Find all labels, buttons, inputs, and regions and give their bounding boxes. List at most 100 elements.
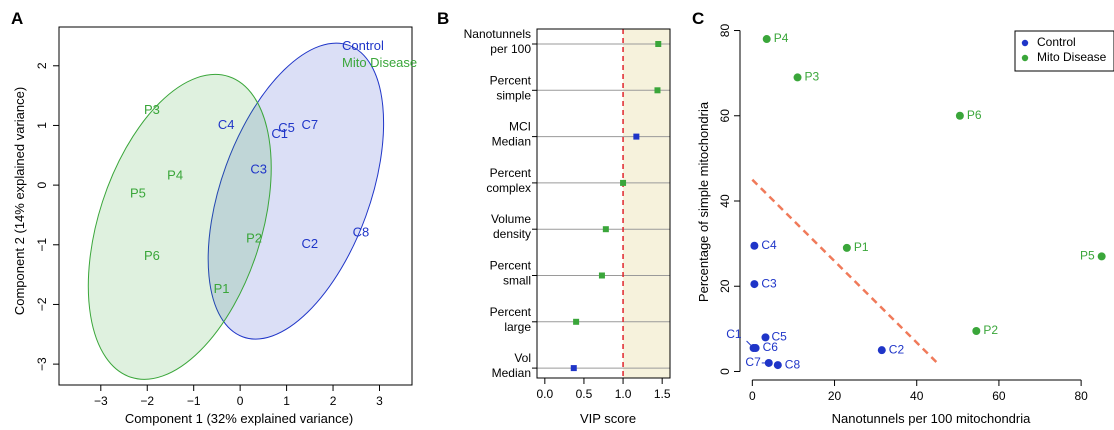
data-point-c6 — [751, 344, 760, 353]
point-label-c8: C8 — [785, 357, 801, 371]
vip-marker — [598, 272, 605, 279]
panel-b-xlabel: VIP score — [580, 411, 636, 426]
legend-marker — [1021, 39, 1029, 47]
category-label: Percent complex — [486, 166, 531, 195]
data-point-p3 — [793, 73, 802, 82]
point-label-c5: C5 — [771, 330, 787, 344]
y-tick-label: 40 — [718, 194, 732, 208]
point-label-p4: P4 — [774, 31, 789, 45]
y-tick-label: 80 — [718, 24, 732, 38]
y-tick-label: 2 — [35, 62, 49, 69]
point-label-c5: C5 — [278, 120, 295, 135]
vip-marker — [633, 133, 640, 140]
y-tick-label: 1 — [35, 122, 49, 129]
point-label-c2: C2 — [889, 342, 905, 356]
panel-c-xlabel: Nanotunnels per 100 mitochondria — [832, 411, 1032, 426]
leader-line — [746, 340, 752, 347]
y-tick-label: 60 — [718, 109, 732, 123]
panel-a-xlabel: Component 1 (32% explained variance) — [125, 411, 353, 426]
point-label-p3: P3 — [144, 102, 160, 117]
point-label-p5: P5 — [130, 186, 146, 201]
point-label-c7: C7 — [302, 117, 319, 132]
x-tick-label: 40 — [910, 389, 924, 403]
x-tick-label: 0.0 — [536, 387, 553, 401]
point-label-p1: P1 — [214, 281, 230, 296]
point-label-c8: C8 — [353, 224, 370, 239]
data-point-p4 — [762, 35, 771, 44]
y-tick-label: −3 — [35, 357, 49, 371]
x-tick-label: 1 — [283, 394, 290, 408]
point-label-p2: P2 — [246, 230, 262, 245]
category-label: Percent small — [490, 259, 532, 288]
legend-entry: Mito Disease — [1037, 50, 1107, 64]
data-point-p2 — [972, 326, 981, 335]
category-label: Percent large — [490, 305, 532, 334]
x-tick-label: 0 — [749, 389, 756, 403]
plot-frame — [58, 26, 413, 386]
panel-b-letter: B — [437, 9, 449, 28]
y-tick-label: −2 — [35, 297, 49, 311]
category-label: MCI Median — [492, 120, 531, 149]
y-tick-label: 0 — [718, 368, 732, 375]
plot-frame — [536, 28, 671, 379]
point-label-p6: P6 — [967, 108, 982, 122]
x-tick-label: 1.5 — [654, 387, 671, 401]
vip-marker — [654, 87, 661, 94]
panel-c-letter: C — [692, 9, 704, 28]
vip-marker — [570, 365, 577, 372]
x-tick-label: −3 — [94, 394, 108, 408]
legend-entry: Control — [342, 38, 384, 53]
legend-entry: Control — [1037, 35, 1076, 49]
data-point-p6 — [955, 111, 964, 120]
point-label-c3: C3 — [250, 162, 267, 177]
point-label-c1: C1 — [271, 126, 288, 141]
data-point-c8 — [773, 361, 782, 370]
data-point-p5 — [1097, 252, 1106, 261]
vip-marker — [573, 318, 580, 325]
x-tick-label: 60 — [992, 389, 1006, 403]
x-tick-label: 2 — [330, 394, 337, 408]
x-tick-label: 0.5 — [576, 387, 593, 401]
point-label-c2: C2 — [302, 236, 319, 251]
confidence-ellipse-mito — [87, 73, 272, 380]
point-label-p4: P4 — [167, 168, 183, 183]
y-tick-label: 0 — [35, 181, 49, 188]
x-tick-label: 20 — [828, 389, 842, 403]
category-label: Nanotunnels per 100 — [464, 27, 532, 56]
category-label: Percent simple — [490, 73, 532, 102]
x-tick-label: 1.0 — [615, 387, 632, 401]
point-label-p2: P2 — [983, 323, 998, 337]
panel-a-ylabel: Component 2 (14% explained variance) — [12, 87, 27, 315]
data-point-p1 — [842, 243, 851, 252]
x-tick-label: −2 — [140, 394, 154, 408]
data-point-c4 — [750, 241, 759, 250]
point-label-c6: C6 — [763, 340, 779, 354]
vip-marker — [602, 226, 609, 233]
data-point-c7 — [764, 358, 773, 367]
vip-marker — [655, 41, 662, 47]
point-label-p6: P6 — [144, 248, 160, 263]
point-label-c4: C4 — [761, 238, 777, 252]
legend-box — [1014, 30, 1114, 72]
vip-threshold-band — [623, 29, 670, 378]
point-label-p1: P1 — [854, 240, 869, 254]
data-point-c3 — [750, 280, 759, 289]
data-point-c5 — [761, 333, 770, 342]
category-label: Vol Median — [492, 351, 531, 380]
y-tick-label: 20 — [718, 279, 732, 293]
point-label-c7: C7 — [745, 355, 761, 369]
x-tick-label: 80 — [1074, 389, 1088, 403]
legend-marker — [1021, 54, 1029, 62]
point-label-p5: P5 — [1080, 249, 1095, 263]
x-tick-label: 3 — [376, 394, 383, 408]
point-label-p3: P3 — [805, 70, 820, 84]
point-label-c1: C1 — [726, 327, 742, 341]
legend-entry: Mito Disease — [342, 55, 417, 70]
category-label: Volume density — [491, 212, 531, 241]
vip-marker — [620, 179, 627, 186]
x-tick-label: −1 — [187, 394, 201, 408]
x-tick-label: 0 — [237, 394, 244, 408]
